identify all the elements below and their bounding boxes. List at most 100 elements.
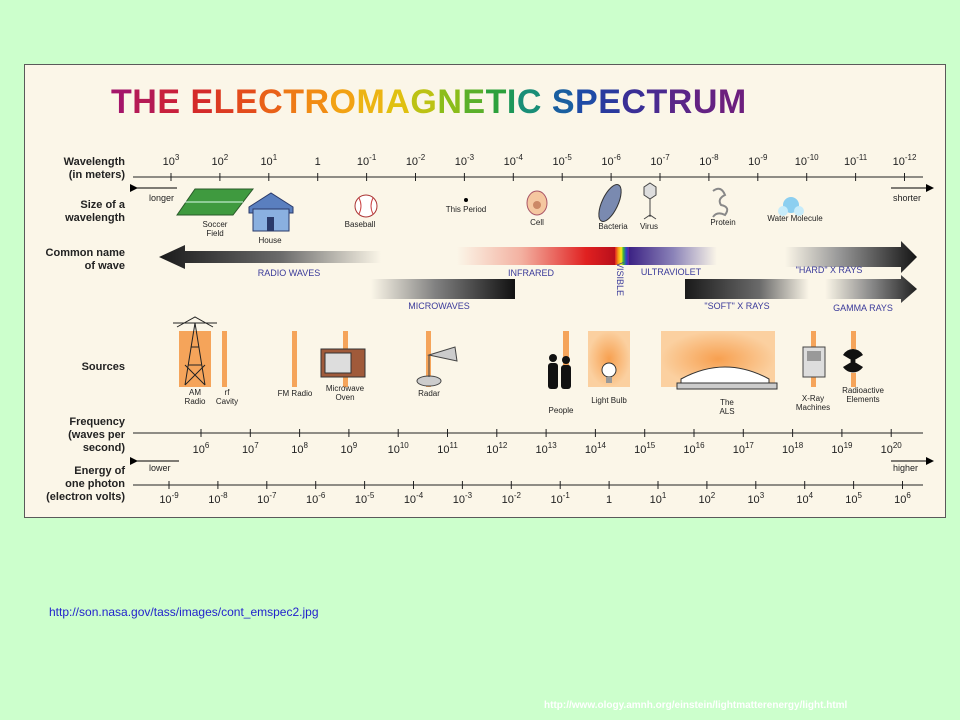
house-icon — [248, 192, 294, 232]
wavelength-tick-label: 10-4 — [504, 153, 524, 168]
visible-band — [615, 247, 629, 265]
frequency-tick-label: 1011 — [437, 441, 458, 456]
frequency-tick-label: 106 — [193, 441, 210, 456]
wavelength-tick-label: 10-5 — [553, 153, 573, 168]
title-letter: C — [621, 83, 647, 121]
title-letter: S — [551, 83, 576, 121]
reference-url[interactable]: http://www.ology.amnh.org/einstein/light… — [544, 700, 848, 711]
am-radio-tower-icon — [173, 316, 217, 386]
source-label: rf Cavity — [216, 388, 238, 406]
title-letter: L — [213, 83, 235, 121]
wavelength-tick-label: 10-12 — [893, 153, 917, 168]
energy-tick-label: 105 — [845, 491, 862, 506]
wave-name-label: RADIO WAVES — [258, 268, 321, 278]
source-label: X-Ray Machines — [796, 394, 830, 412]
wave-name-label: ULTRAVIOLET — [641, 267, 702, 277]
ultraviolet-band — [629, 247, 717, 265]
title-letter: N — [437, 83, 463, 121]
wave-name-label: MICROWAVES — [408, 301, 470, 311]
frequency-tick-label: 1014 — [585, 441, 607, 456]
rf-cavity-glow — [222, 331, 227, 387]
energy-tick-label: 10-5 — [355, 491, 375, 506]
frequency-tick-label: 107 — [242, 441, 259, 456]
size-label: Soccer Field — [203, 220, 228, 238]
size-label: Virus — [640, 222, 658, 231]
source-label: The ALS — [719, 398, 734, 416]
cell-icon — [526, 190, 548, 216]
title-letter: I — [506, 83, 517, 121]
row-label-frequency: Frequency (waves per second) — [68, 416, 126, 454]
fm-radio-glow — [292, 331, 297, 387]
frequency-tick-label: 1015 — [634, 441, 656, 456]
wavelength-tick-label: 10-1 — [357, 153, 377, 168]
radar-dish-icon — [416, 346, 458, 387]
title-letter: E — [190, 83, 214, 121]
title-letter: E — [157, 83, 181, 121]
title-letter: A — [385, 83, 411, 121]
title-letter: O — [329, 83, 357, 121]
radio-waves-band — [159, 245, 381, 269]
wavelength-tick-label: 102 — [212, 153, 229, 168]
wave-name-label: INFRARED — [508, 268, 555, 278]
wavelength-tick-label: 10-6 — [601, 153, 621, 168]
row-label-common: Common name of wave — [46, 247, 125, 272]
energy-tick-label: 10-4 — [404, 491, 424, 506]
title-letter: T — [283, 83, 305, 121]
size-label: House — [258, 236, 282, 245]
row-label-energy: Energy of one photon (electron volts) — [46, 465, 125, 503]
longer-label: longer — [149, 193, 174, 203]
energy-tick-label: 1 — [606, 494, 612, 506]
energy-tick-label: 10-1 — [551, 491, 571, 506]
title-letter: E — [234, 83, 259, 121]
source-label: Radioactive Elements — [842, 386, 884, 404]
protein-icon — [712, 187, 729, 218]
hard-xrays-band — [785, 241, 917, 273]
title-letter: M — [717, 83, 747, 121]
size-label: Cell — [530, 218, 544, 227]
frequency-tick-label: 109 — [341, 441, 358, 456]
title-letter: E — [462, 83, 486, 121]
soccer-field-icon — [176, 188, 255, 216]
wavelength-tick-label: 10-7 — [650, 153, 670, 168]
infrared-band — [457, 247, 619, 265]
gamma-rays-band — [825, 275, 917, 303]
title-letter: T — [485, 83, 507, 121]
wavelength-tick-label: 101 — [260, 153, 277, 168]
wave-name-label: GAMMA RAYS — [833, 303, 893, 313]
title-letter: R — [304, 83, 330, 121]
baseball-icon — [354, 194, 378, 218]
title-letter: M — [356, 83, 386, 121]
source-label: AM Radio — [185, 388, 206, 406]
title-letter: G — [410, 83, 438, 121]
row-label-wavelength: Wavelength (in meters) — [64, 156, 126, 181]
wavelength-tick-label: 10-3 — [455, 153, 475, 168]
source-label: People — [549, 406, 574, 415]
size-label: Protein — [710, 218, 735, 227]
microwaves-band — [371, 279, 515, 299]
xray-machine-icon — [802, 346, 826, 378]
wave-name-label: "SOFT" X RAYS — [704, 301, 769, 311]
higher-label: higher — [893, 463, 918, 473]
size-label: Baseball — [345, 220, 376, 229]
microwave-oven-icon — [320, 348, 366, 378]
bacteria-icon — [598, 184, 622, 222]
period-dot-icon — [464, 198, 468, 202]
soft-xrays-band — [685, 279, 809, 299]
wavelength-tick-label: 10-2 — [406, 153, 426, 168]
energy-tick-label: 10-7 — [257, 491, 277, 506]
energy-tick-label: 103 — [747, 491, 764, 506]
frequency-tick-label: 1010 — [388, 441, 410, 456]
lower-label: lower — [149, 463, 171, 473]
title-letter: T — [646, 83, 668, 121]
energy-tick-label: 106 — [894, 491, 911, 506]
energy-tick-label: 10-2 — [502, 491, 522, 506]
energy-tick-label: 104 — [796, 491, 813, 506]
source-url[interactable]: http://son.nasa.gov/tass/images/cont_ems… — [49, 605, 319, 619]
frequency-tick-label: 1013 — [536, 441, 558, 456]
wavelength-tick-label: 10-9 — [748, 153, 768, 168]
row-label-sources: Sources — [82, 361, 125, 373]
wavelength-tick-label: 1 — [315, 156, 321, 168]
energy-tick-label: 10-3 — [453, 491, 473, 506]
size-label: This Period — [446, 205, 486, 214]
source-label: Light Bulb — [591, 396, 627, 405]
